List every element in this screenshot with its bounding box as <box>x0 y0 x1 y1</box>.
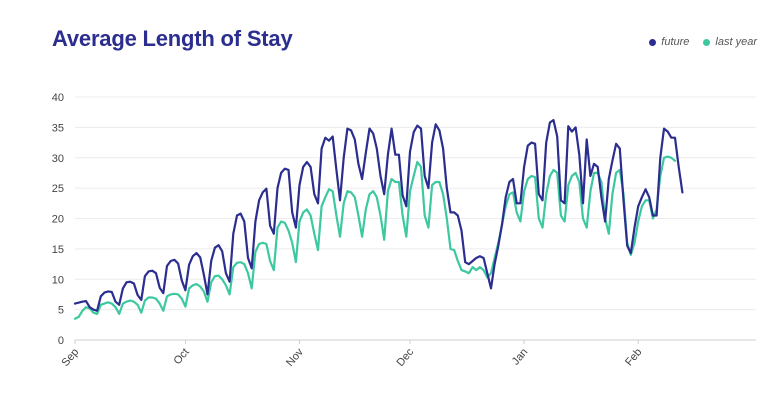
y-tick-label-10: 10 <box>52 274 64 286</box>
series-line-last-year <box>73 155 677 320</box>
legend-item-future: future <box>649 36 689 48</box>
x-tick-label-sep: Sep <box>60 346 82 369</box>
x-tick-label-nov: Nov <box>284 346 306 369</box>
legend-marker-last-year <box>703 38 711 46</box>
series-line-future <box>73 119 684 312</box>
chart-title: Average Length of Stay <box>52 26 293 51</box>
legend-label-future: future <box>661 36 690 48</box>
y-tick-label-25: 25 <box>52 183 64 195</box>
legend-label-last-year: last year <box>715 36 757 48</box>
y-tick-label-15: 15 <box>52 244 64 256</box>
y-tick-label-30: 30 <box>52 153 64 165</box>
y-tick-label-20: 20 <box>52 214 64 226</box>
y-tick-label-40: 40 <box>52 92 64 104</box>
legend: future last year <box>649 36 757 48</box>
legend-marker-future <box>649 38 657 46</box>
x-tick-label-oct: Oct <box>172 346 192 367</box>
y-tick-label-0: 0 <box>58 335 64 347</box>
x-tick-label-feb: Feb <box>623 346 644 368</box>
y-tick-label-35: 35 <box>52 122 64 134</box>
x-tick-label-jan: Jan <box>510 346 531 367</box>
legend-item-last-year: last year <box>703 36 757 48</box>
y-tick-label-5: 5 <box>58 305 64 317</box>
x-tick-label-dec: Dec <box>395 346 417 369</box>
